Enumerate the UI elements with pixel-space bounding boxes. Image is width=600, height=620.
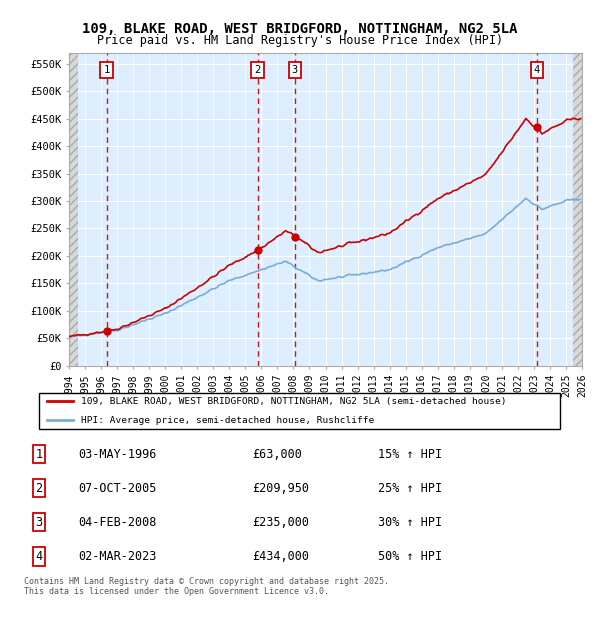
- Text: 25% ↑ HPI: 25% ↑ HPI: [378, 482, 442, 495]
- Text: 07-OCT-2005: 07-OCT-2005: [78, 482, 157, 495]
- Text: 02-MAR-2023: 02-MAR-2023: [78, 550, 157, 563]
- Text: HPI: Average price, semi-detached house, Rushcliffe: HPI: Average price, semi-detached house,…: [81, 415, 374, 425]
- Bar: [69, 53, 78, 366]
- Text: 3: 3: [292, 65, 298, 75]
- Text: 109, BLAKE ROAD, WEST BRIDGFORD, NOTTINGHAM, NG2 5LA: 109, BLAKE ROAD, WEST BRIDGFORD, NOTTING…: [82, 22, 518, 36]
- Text: Contains HM Land Registry data © Crown copyright and database right 2025.
This d: Contains HM Land Registry data © Crown c…: [24, 577, 389, 596]
- Text: 03-MAY-1996: 03-MAY-1996: [78, 448, 157, 461]
- Text: 4: 4: [35, 550, 43, 563]
- Text: 4: 4: [533, 65, 540, 75]
- Text: 2: 2: [35, 482, 43, 495]
- Text: £209,950: £209,950: [252, 482, 309, 495]
- Text: 2: 2: [254, 65, 260, 75]
- Text: 15% ↑ HPI: 15% ↑ HPI: [378, 448, 442, 461]
- Text: 30% ↑ HPI: 30% ↑ HPI: [378, 516, 442, 529]
- Text: 50% ↑ HPI: 50% ↑ HPI: [378, 550, 442, 563]
- FancyBboxPatch shape: [38, 392, 560, 429]
- Text: £235,000: £235,000: [252, 516, 309, 529]
- Text: 109, BLAKE ROAD, WEST BRIDGFORD, NOTTINGHAM, NG2 5LA (semi-detached house): 109, BLAKE ROAD, WEST BRIDGFORD, NOTTING…: [81, 397, 506, 406]
- Text: Price paid vs. HM Land Registry's House Price Index (HPI): Price paid vs. HM Land Registry's House …: [97, 34, 503, 47]
- Text: £434,000: £434,000: [252, 550, 309, 563]
- Text: 04-FEB-2008: 04-FEB-2008: [78, 516, 157, 529]
- Text: 3: 3: [35, 516, 43, 529]
- Bar: [573, 53, 582, 366]
- Text: 1: 1: [35, 448, 43, 461]
- Text: £63,000: £63,000: [252, 448, 302, 461]
- Text: 1: 1: [103, 65, 110, 75]
